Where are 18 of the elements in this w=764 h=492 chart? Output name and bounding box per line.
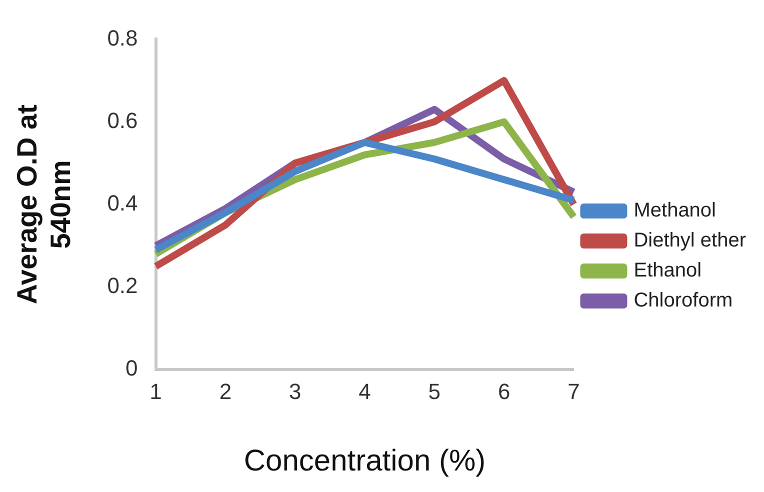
x-tick-label: 1 (150, 378, 162, 404)
x-tick-label: 2 (219, 378, 232, 404)
legend-label: Chloroform (634, 290, 733, 312)
x-tick-label: 4 (358, 378, 371, 404)
y-tick-label: 0 (126, 356, 138, 381)
legend-label: Ethanol (634, 260, 702, 282)
x-tick-label: 6 (498, 378, 510, 404)
y-axis-title: Average O.D at 540nm (12, 104, 76, 304)
y-tick-label: 0.6 (107, 108, 138, 133)
legend-label: Methanol (634, 200, 716, 222)
y-tick-label: 0.2 (107, 273, 138, 298)
legend-label: Diethyl ether (634, 230, 746, 252)
y-tick-label: 0.4 (107, 190, 138, 216)
x-tick-label: 3 (288, 378, 302, 404)
y-tick-label: 0.8 (107, 25, 138, 50)
x-tick-label: 5 (428, 378, 441, 404)
x-tick-label: 7 (568, 378, 580, 404)
x-axis-title: Concentration (%) (244, 444, 486, 478)
